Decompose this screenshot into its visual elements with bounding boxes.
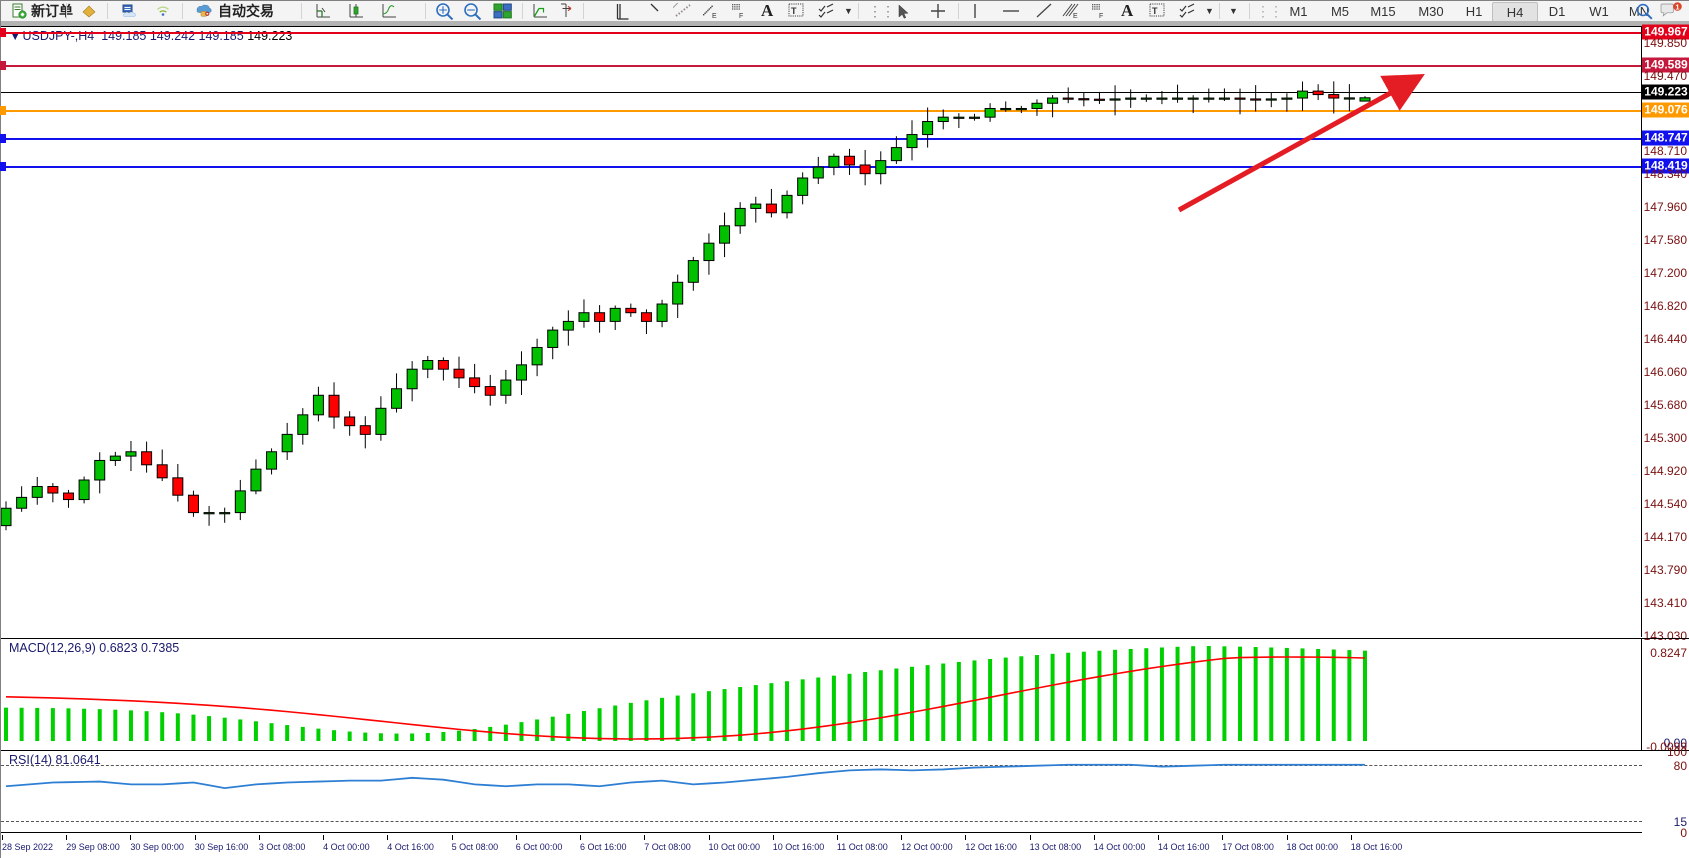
svg-text:T: T <box>791 6 797 16</box>
svg-text:F: F <box>1099 13 1103 19</box>
svg-text:E: E <box>712 13 717 19</box>
svg-text:F: F <box>739 13 743 19</box>
svg-text:T: T <box>1152 6 1158 16</box>
svg-text:1: 1 <box>1675 2 1679 11</box>
svg-text:E: E <box>1073 13 1078 19</box>
